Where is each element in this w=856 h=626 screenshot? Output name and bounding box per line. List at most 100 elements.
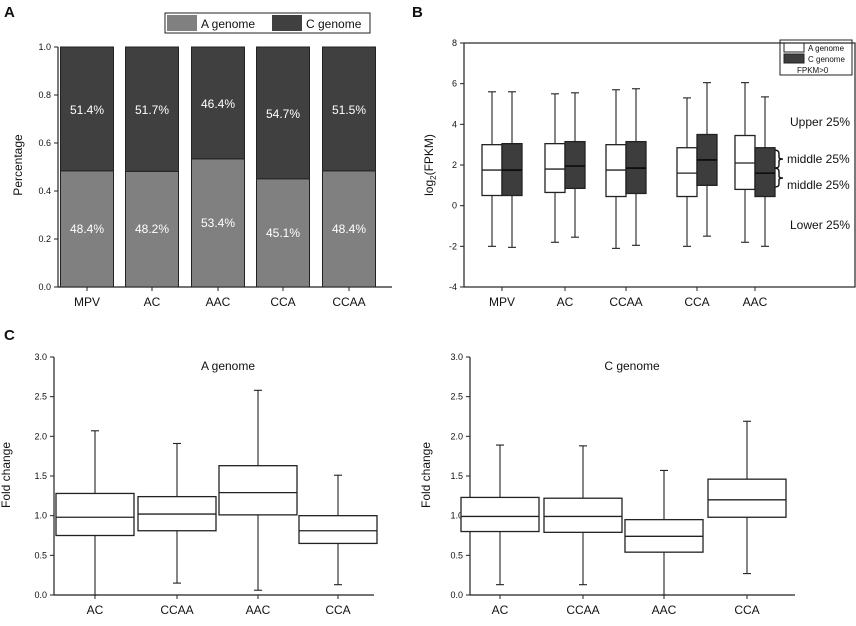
y-tick-label: 0.8 bbox=[38, 90, 51, 100]
panel-a-stacked-bar-chart: A genome C genome Percentage 0.0 0.2 0.4 0.… bbox=[11, 12, 392, 309]
bar-a-genome bbox=[125, 170, 179, 288]
y-axis-title-suffix: (FPKM) bbox=[422, 134, 436, 175]
legend-note: FPKM>0 bbox=[797, 66, 829, 75]
box-iqr bbox=[754, 147, 776, 198]
panel-b-box-plot: A genome C genome FPKM>0 log2(FPKM) Uppe… bbox=[422, 38, 856, 309]
y-tick-label: 0.5 bbox=[450, 550, 463, 560]
y-tick-label: 2 bbox=[452, 160, 457, 170]
x-tick-label: AAC bbox=[652, 603, 677, 617]
chart-title: C genome bbox=[604, 359, 660, 373]
legend-box bbox=[164, 12, 371, 34]
box-iqr bbox=[218, 465, 298, 516]
bar-a-genome bbox=[60, 170, 114, 288]
x-tick-label: AAC bbox=[743, 295, 768, 309]
legend-swatch-a-genome bbox=[167, 15, 197, 31]
y-tick-label: 1.5 bbox=[450, 471, 463, 481]
x-tick-label: CCA bbox=[734, 603, 759, 617]
y-tick-label: 2.5 bbox=[34, 392, 47, 402]
y-tick-label: 1.0 bbox=[38, 42, 51, 52]
bar-a-genome bbox=[322, 170, 376, 288]
panel-label-c: C bbox=[4, 327, 15, 344]
legend-label-c-genome: C genome bbox=[808, 55, 845, 64]
x-tick-label: CCAA bbox=[609, 295, 642, 309]
bar-c-genome bbox=[125, 46, 179, 172]
brace-lower-middle bbox=[772, 167, 784, 188]
box-iqr bbox=[55, 492, 135, 537]
legend-label-c-genome: C genome bbox=[306, 17, 362, 31]
legend-swatch-c-genome bbox=[783, 53, 805, 64]
y-tick-label: 8 bbox=[452, 38, 457, 48]
y-tick-label: 0.2 bbox=[38, 234, 51, 244]
annotation-middle-25-upper: middle 25% bbox=[787, 152, 850, 166]
annotation-upper-25: Upper 25% bbox=[790, 115, 850, 129]
x-tick-label: CCAA bbox=[160, 603, 193, 617]
box-iqr bbox=[298, 515, 378, 545]
x-tick-label: AC bbox=[492, 603, 509, 617]
y-tick-label: -2 bbox=[449, 241, 457, 251]
y-axis-title: Fold change bbox=[419, 442, 433, 508]
data-label-a-genome: 48.4% bbox=[332, 222, 366, 236]
data-label-c-genome: 54.7% bbox=[266, 107, 300, 121]
y-tick-label: 2.5 bbox=[450, 392, 463, 402]
x-tick-label: AC bbox=[557, 295, 574, 309]
y-axis-title-main: log bbox=[422, 180, 436, 196]
bar-c-genome bbox=[60, 46, 114, 172]
annotation-middle-25-lower: middle 25% bbox=[787, 178, 850, 192]
y-tick-label: 0.4 bbox=[38, 186, 51, 196]
chart-title: A genome bbox=[201, 359, 255, 373]
panel-c-c-genome-box-plot: C genome Fold change 0.0 0.5 1.0 1.5 2.0 2.5 3… bbox=[419, 352, 795, 617]
x-tick-label: AC bbox=[144, 295, 161, 309]
y-axis-title-subscript: 2 bbox=[429, 175, 438, 180]
annotation-lower-25: Lower 25% bbox=[790, 218, 850, 232]
y-axis-title: Percentage bbox=[11, 134, 25, 196]
y-tick-label: 3.0 bbox=[34, 352, 47, 362]
bar-c-genome bbox=[256, 46, 310, 180]
brace-upper-middle bbox=[772, 149, 784, 169]
y-tick-label: 1.5 bbox=[34, 471, 47, 481]
y-tick-label: 0.6 bbox=[38, 138, 51, 148]
legend-label-a-genome: A genome bbox=[808, 44, 845, 53]
box-iqr bbox=[543, 497, 623, 533]
box-iqr bbox=[676, 147, 698, 198]
panel-c-a-genome-box-plot: A genome Fold change 0.0 0.5 1.0 1.5 2.0 2.5 3… bbox=[0, 352, 378, 617]
legend-swatch-c-genome bbox=[272, 15, 302, 31]
y-tick-label: -4 bbox=[449, 282, 457, 292]
x-tick-label: AAC bbox=[246, 603, 271, 617]
data-label-a-genome: 48.4% bbox=[70, 222, 104, 236]
y-tick-label: 0 bbox=[452, 201, 457, 211]
data-label-a-genome: 45.1% bbox=[266, 226, 300, 240]
data-label-a-genome: 53.4% bbox=[201, 216, 235, 230]
x-tick-label: CCAA bbox=[566, 603, 599, 617]
y-tick-label: 0.0 bbox=[34, 590, 47, 600]
legend-swatch-a-genome bbox=[783, 42, 805, 53]
y-tick-label: 6 bbox=[452, 79, 457, 89]
panel-label-b: B bbox=[412, 4, 423, 21]
bar-a-genome bbox=[191, 158, 245, 288]
box-iqr bbox=[460, 496, 540, 533]
data-label-c-genome: 51.7% bbox=[135, 103, 169, 117]
y-tick-label: 3.0 bbox=[450, 352, 463, 362]
box-iqr bbox=[564, 140, 586, 190]
bar-c-genome bbox=[191, 46, 245, 160]
y-tick-label: 0.0 bbox=[38, 282, 51, 292]
x-tick-label: MPV bbox=[74, 295, 100, 309]
x-tick-label: AC bbox=[87, 603, 104, 617]
y-tick-label: 2.0 bbox=[450, 431, 463, 441]
y-tick-label: 0.5 bbox=[34, 550, 47, 560]
x-tick-label: CCA bbox=[684, 295, 709, 309]
legend-label-a-genome: A genome bbox=[201, 17, 255, 31]
panel-label-a: A bbox=[4, 4, 15, 21]
box-iqr bbox=[544, 142, 566, 194]
x-tick-label: CCA bbox=[325, 603, 350, 617]
y-axis-title: log2(FPKM) bbox=[422, 134, 438, 196]
y-tick-label: 4 bbox=[452, 119, 457, 129]
y-tick-label: 1.0 bbox=[34, 511, 47, 521]
x-tick-label: AAC bbox=[206, 295, 231, 309]
y-tick-label: 1.0 bbox=[450, 511, 463, 521]
y-tick-label: 2.0 bbox=[34, 431, 47, 441]
y-tick-label: 0.0 bbox=[450, 590, 463, 600]
data-label-c-genome: 46.4% bbox=[201, 97, 235, 111]
x-tick-label: CCAA bbox=[332, 295, 365, 309]
data-label-c-genome: 51.4% bbox=[70, 103, 104, 117]
